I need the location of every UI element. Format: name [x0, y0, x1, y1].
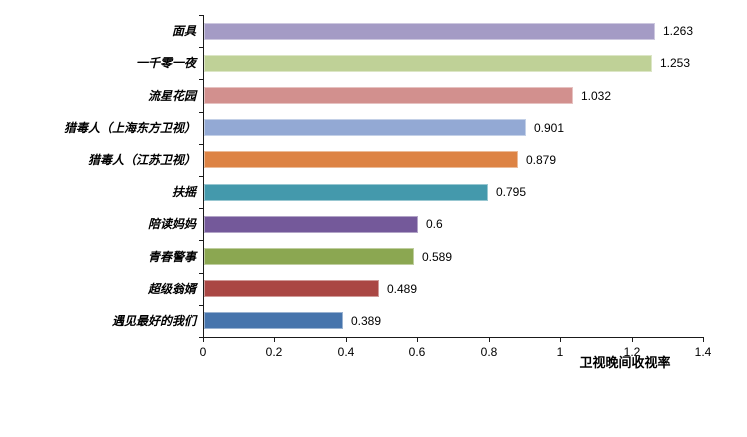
category-label: 超级翁婿	[147, 281, 196, 296]
x-axis-tick-label: 0	[199, 345, 207, 359]
bar	[204, 312, 343, 329]
x-axis-tick-label: 1.2	[623, 345, 641, 359]
value-label: 0.589	[422, 249, 453, 264]
y-axis-line	[203, 15, 204, 338]
category-label: 面具	[171, 24, 196, 39]
x-axis-tick	[274, 338, 275, 342]
category-label: 一千零一夜	[135, 56, 196, 71]
y-axis-tick	[199, 112, 203, 113]
x-axis-tick-label: 1	[556, 345, 564, 359]
y-axis-tick	[199, 273, 203, 274]
x-axis-tick	[346, 338, 347, 342]
value-label: 0.901	[534, 120, 565, 135]
x-axis-tick	[203, 338, 204, 342]
value-label: 0.389	[351, 313, 382, 328]
value-label: 1.253	[660, 56, 691, 71]
bar	[204, 280, 379, 297]
x-axis-tick	[489, 338, 490, 342]
value-label: 0.879	[526, 152, 557, 167]
x-axis-line	[199, 337, 704, 338]
y-axis-tick	[199, 305, 203, 306]
value-label: 1.263	[663, 24, 694, 39]
x-axis-tick	[560, 338, 561, 342]
x-axis-tick	[703, 338, 704, 342]
bar	[204, 87, 573, 104]
x-axis-tick-label: 0.6	[408, 345, 426, 359]
value-label: 0.6	[426, 217, 443, 232]
y-axis-tick	[199, 208, 203, 209]
category-label: 流星花园	[147, 88, 196, 103]
bar	[204, 55, 652, 72]
category-label: 扶摇	[171, 185, 196, 200]
category-label: 陪读妈妈	[147, 217, 196, 232]
category-label: 猎毒人（江苏卫视）	[87, 152, 196, 167]
y-axis-tick	[199, 337, 203, 338]
y-axis-tick	[199, 240, 203, 241]
bar	[204, 216, 418, 233]
y-axis-tick	[199, 47, 203, 48]
x-axis-tick-label: 0.2	[265, 345, 283, 359]
x-axis-tick	[632, 338, 633, 342]
value-label: 0.489	[387, 281, 418, 296]
x-axis-tick-label: 1.4	[694, 345, 712, 359]
y-axis-tick	[199, 176, 203, 177]
bar	[204, 151, 518, 168]
y-axis-tick	[199, 144, 203, 145]
y-axis-tick	[199, 15, 203, 16]
category-label: 遇见最好的我们	[111, 313, 196, 328]
x-axis-tick-label: 0.4	[337, 345, 355, 359]
y-axis-tick	[199, 79, 203, 80]
category-label: 青春警事	[147, 249, 196, 264]
x-axis-tick-label: 0.8	[480, 345, 498, 359]
x-axis-tick	[417, 338, 418, 342]
bar	[204, 119, 526, 136]
value-label: 0.795	[496, 185, 527, 200]
category-label: 猎毒人（上海东方卫视）	[63, 120, 196, 135]
bar	[204, 23, 655, 40]
bar	[204, 184, 488, 201]
x-axis-title: 卫视晚间收视率	[579, 355, 671, 370]
bar	[204, 248, 414, 265]
value-label: 1.032	[581, 88, 612, 103]
